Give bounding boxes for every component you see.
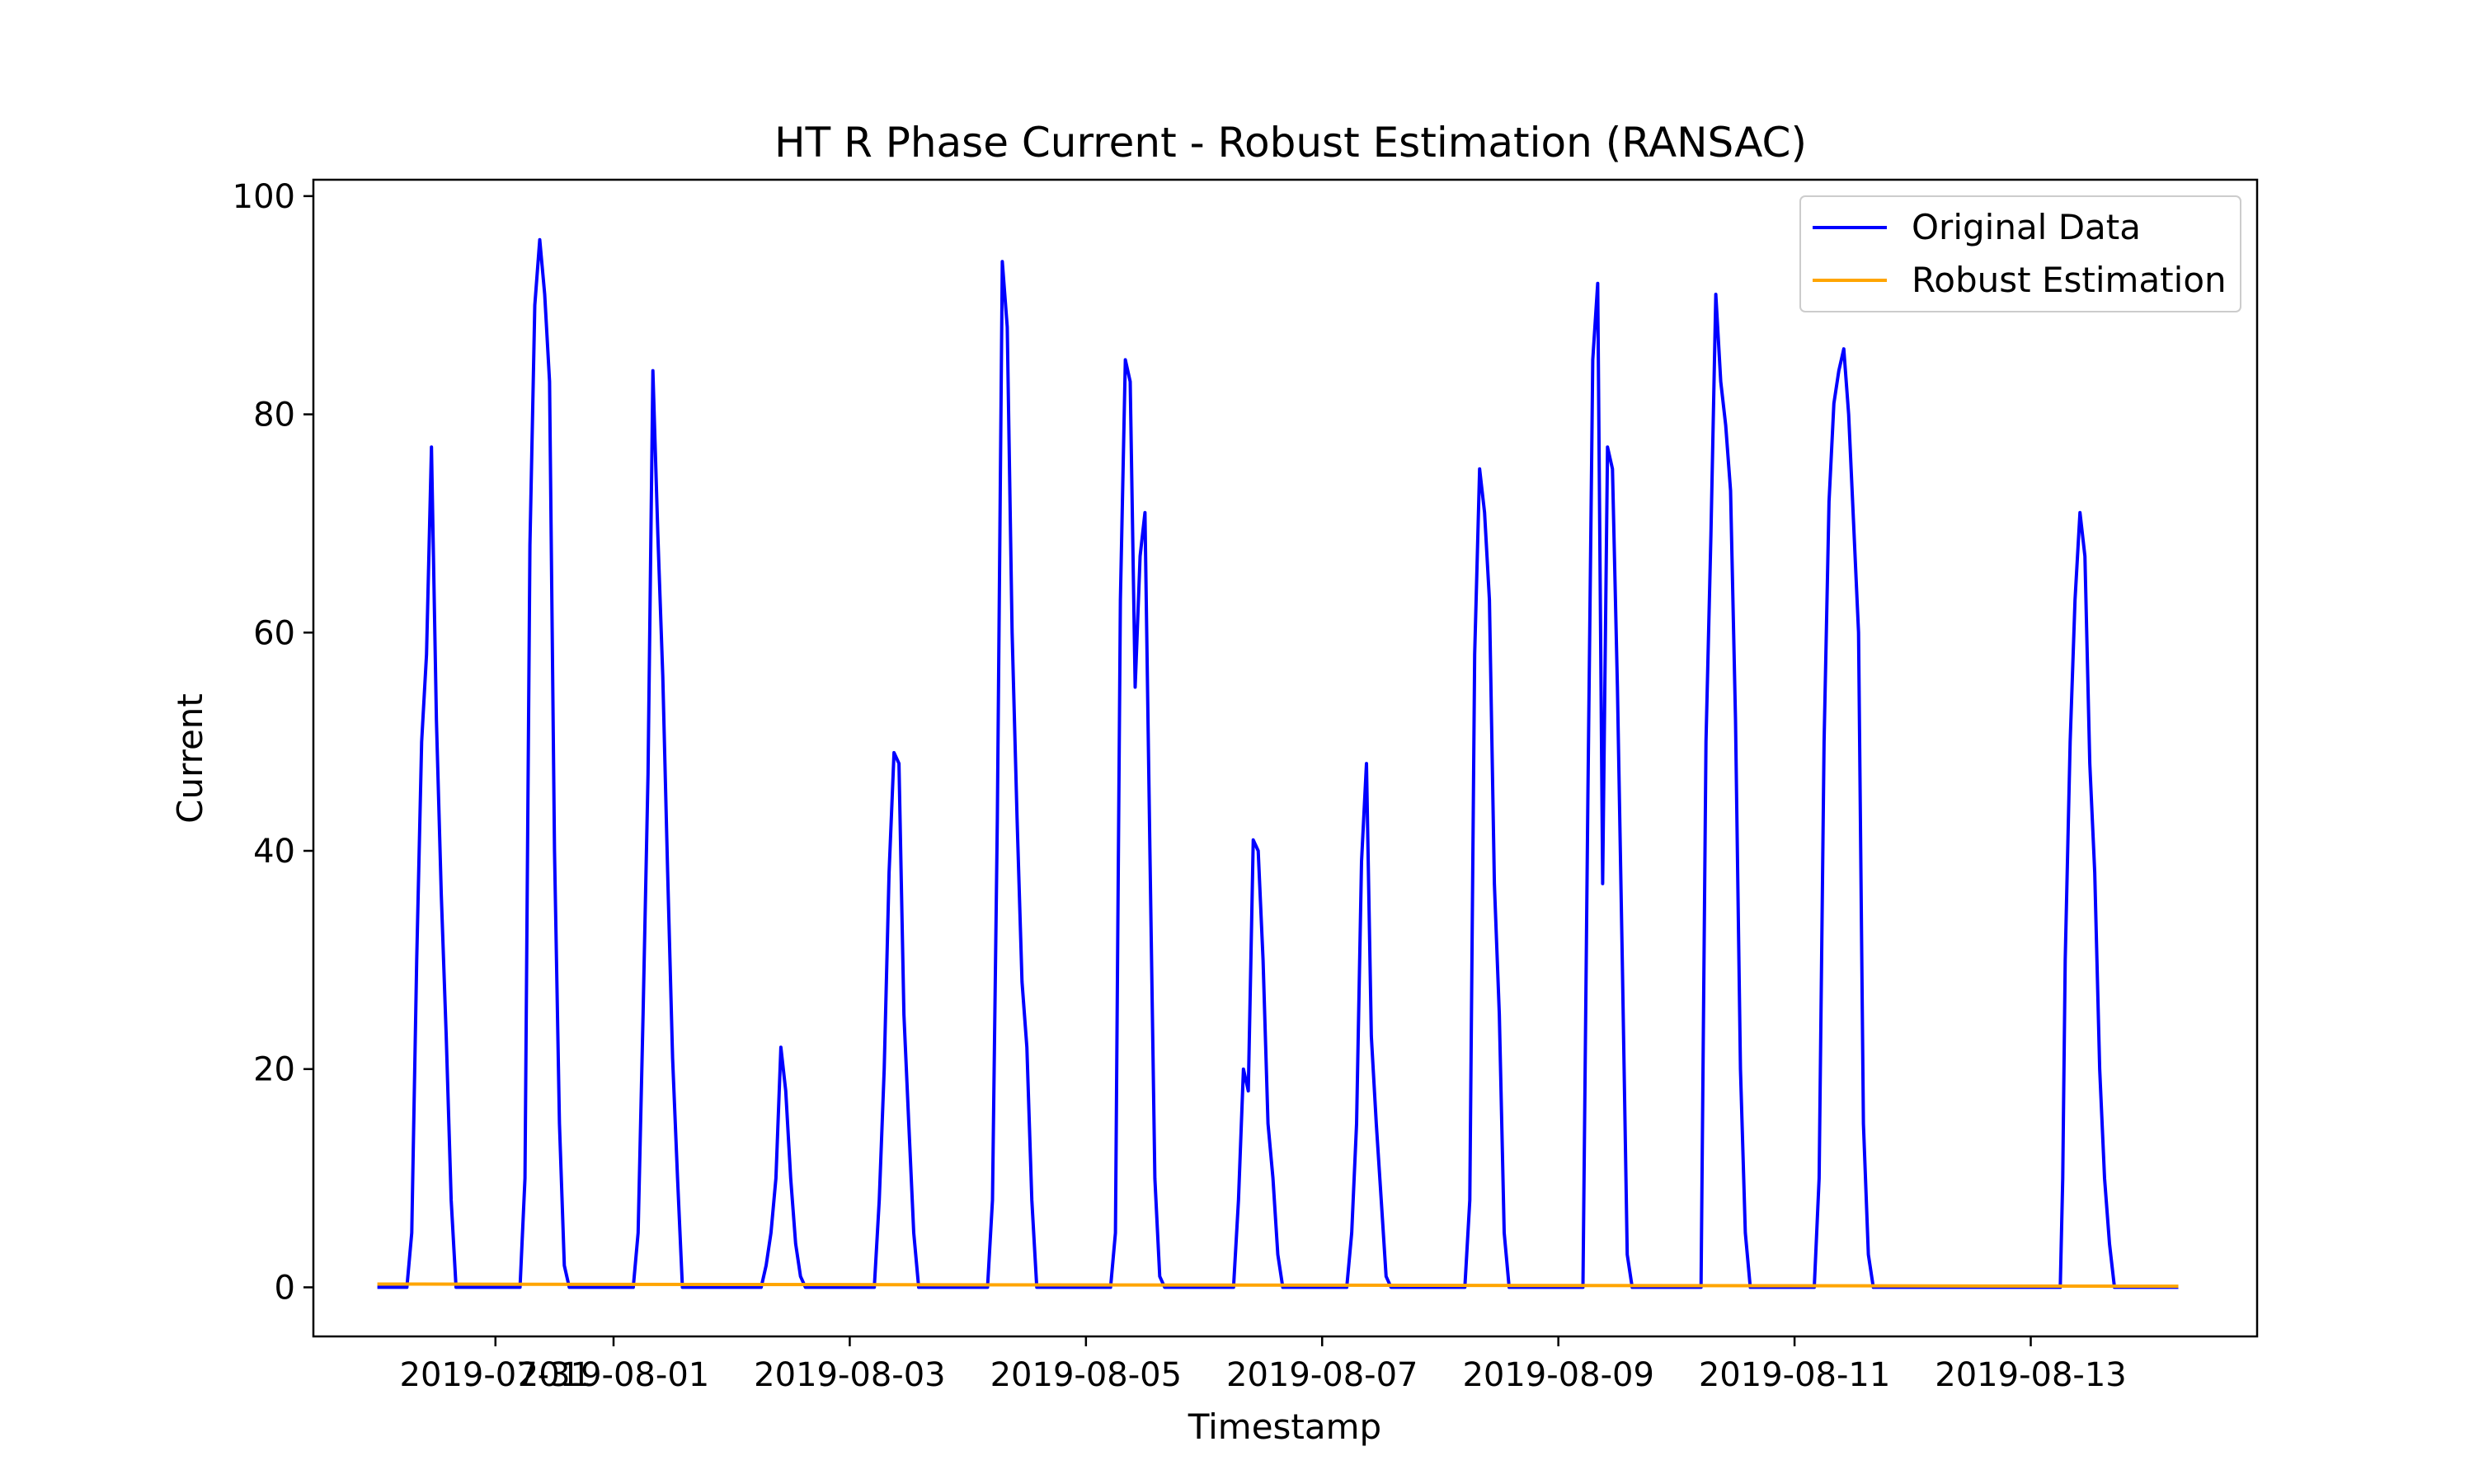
y-tick-label: 100 (233, 178, 295, 216)
x-tick-label: 2019-08-05 (990, 1356, 1182, 1394)
y-tick-label: 40 (253, 833, 295, 871)
x-tick-label: 2019-08-01 (518, 1356, 709, 1394)
y-tick-label: 0 (275, 1269, 295, 1307)
chart-title: HT R Phase Current - Robust Estimation (… (774, 119, 1807, 167)
y-axis-title: Current (170, 693, 210, 824)
legend-label-original-data: Original Data (1912, 207, 2141, 247)
legend-label-robust-estimation: Robust Estimation (1912, 260, 2227, 300)
x-tick-label: 2019-08-11 (1699, 1356, 1890, 1394)
legend: Original Data Robust Estimation (1799, 195, 2241, 312)
y-tick-label: 60 (253, 614, 295, 652)
x-tick-label: 2019-08-07 (1226, 1356, 1418, 1394)
x-axis-title: Timestamp (1188, 1407, 1381, 1447)
legend-box (1799, 195, 2241, 312)
x-tick-label: 2019-08-09 (1462, 1356, 1653, 1394)
series-group (377, 237, 2179, 1289)
x-tick-label: 2019-08-03 (754, 1356, 945, 1394)
y-tick-label: 80 (253, 397, 295, 434)
plot-frame (312, 178, 2259, 1338)
series-line-robust-estimation (377, 1282, 2179, 1289)
y-axis: 0 20 40 60 80 100 (233, 178, 313, 1307)
x-tick-label: 2019-07-31 (400, 1356, 591, 1394)
y-tick-label: 20 (253, 1051, 295, 1089)
x-tick-label: 2019-08-13 (1935, 1356, 2126, 1394)
